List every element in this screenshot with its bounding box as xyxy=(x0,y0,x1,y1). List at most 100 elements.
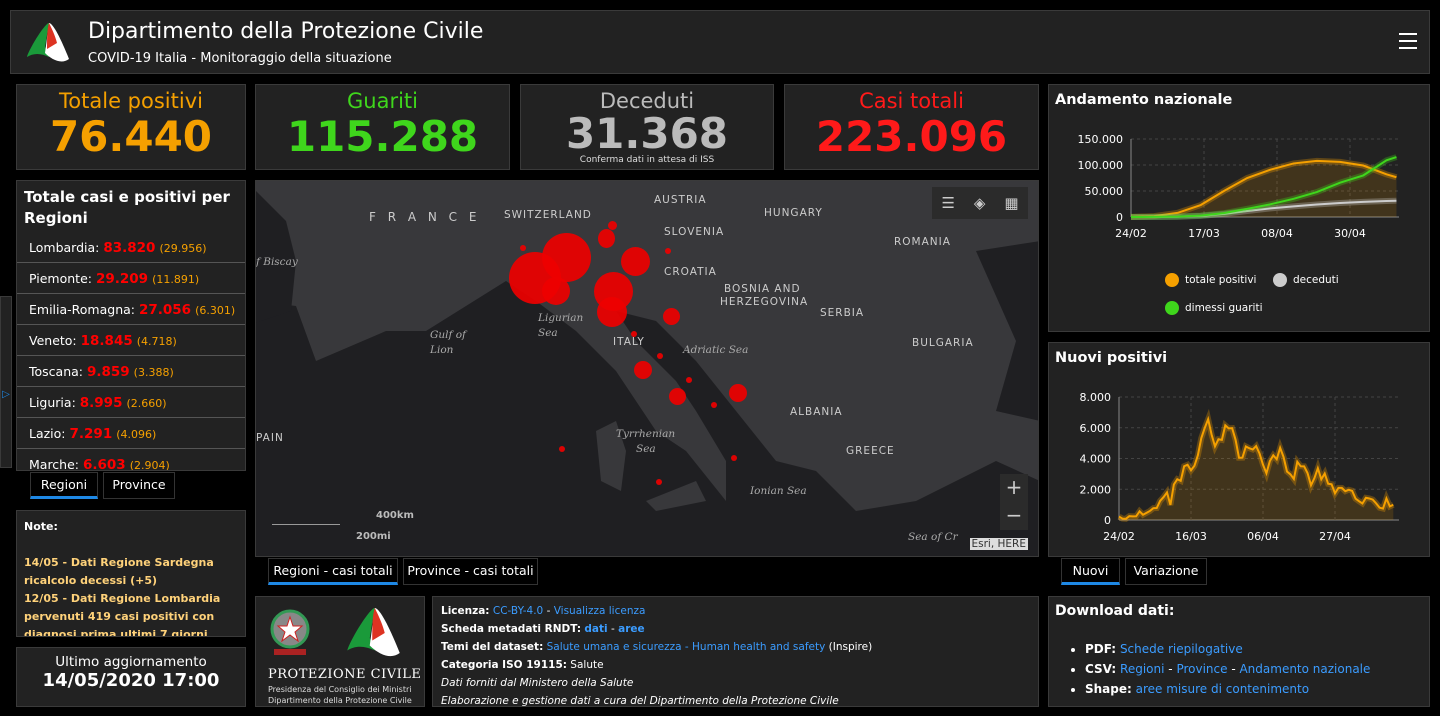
shape-link[interactable]: aree misure di contenimento xyxy=(1135,682,1310,696)
legend-item[interactable]: dimessi guariti xyxy=(1165,301,1263,315)
basemap-gallery-icon[interactable]: ▦ xyxy=(1004,194,1019,212)
iso-value: Salute xyxy=(566,659,604,671)
region-marker-calabria[interactable] xyxy=(731,455,737,461)
region-name: Toscana: xyxy=(29,364,83,379)
csv-province-link[interactable]: Province xyxy=(1176,662,1228,676)
rndt-label: Scheda metadati RNDT: xyxy=(441,623,582,635)
note-item: 14/05 - Dati Regione Sardegna ricalcolo … xyxy=(24,556,214,587)
region-total: 29.209 xyxy=(95,271,149,287)
rndt-dati-link[interactable]: dati xyxy=(584,623,608,635)
region-marker-liguria[interactable] xyxy=(542,277,570,305)
region-marker-friuli[interactable] xyxy=(665,248,671,254)
region-positive: (2.904) xyxy=(129,459,170,471)
region-marker-sicilia[interactable] xyxy=(656,479,662,485)
region-marker-veneto[interactable] xyxy=(621,247,650,276)
scale-km: 400km xyxy=(376,510,414,521)
sea-label-crete: Sea of Cr xyxy=(908,531,958,543)
map-label-albania: ALBANIA xyxy=(790,406,843,418)
map-label-bulgaria: BULGARIA xyxy=(912,337,974,349)
region-marker-lazio[interactable] xyxy=(634,361,652,379)
csv-andamento-link[interactable]: Andamento nazionale xyxy=(1239,662,1371,676)
region-marker-trento[interactable] xyxy=(598,229,615,248)
zoom-in-button[interactable]: + xyxy=(1000,474,1028,502)
last-update: Ultimo aggiornamento 14/05/2020 17:00 xyxy=(16,647,246,707)
x-tick-label: 24/02 xyxy=(1115,227,1147,240)
region-list-item[interactable]: Toscana: 9.859 (3.388) xyxy=(17,356,245,387)
pdf-link[interactable]: Schede riepilogative xyxy=(1119,642,1243,656)
kpi-value: 76.440 xyxy=(49,112,213,161)
legend-swatch xyxy=(1165,301,1179,315)
region-marker-valle-aosta[interactable] xyxy=(520,245,526,251)
region-marker-puglia[interactable] xyxy=(729,384,747,402)
protezione-civile-logo: PROTEZIONE CIVILE Presidenza del Consigl… xyxy=(255,596,425,707)
region-marker-umbria[interactable] xyxy=(631,331,637,337)
header: Dipartimento della Protezione Civile COV… xyxy=(10,10,1430,74)
kpi-label: Casi totali xyxy=(859,89,964,113)
region-list[interactable]: Totale casi e positivi per Regioni Lomba… xyxy=(16,180,246,471)
region-marker-campania[interactable] xyxy=(669,388,686,405)
region-marker-marche[interactable] xyxy=(663,308,680,325)
download-shape: Shape: aree misure di contenimento xyxy=(1085,679,1423,699)
zoom-out-button[interactable]: − xyxy=(1000,502,1028,530)
tab-regioni[interactable]: Regioni xyxy=(30,472,98,499)
region-positive: (11.891) xyxy=(152,273,200,286)
layers-icon[interactable]: ◈ xyxy=(973,194,986,212)
region-list-item[interactable]: Marche: 6.603 (2.904) xyxy=(17,449,245,471)
region-marker-lombardia[interactable] xyxy=(542,233,591,282)
region-name: Liguria: xyxy=(29,395,76,410)
protezione-civile-mark-icon xyxy=(347,608,400,657)
themes-link[interactable]: Salute umana e sicurezza - Human health … xyxy=(546,641,826,653)
download-panel: Download dati: PDF: Schede riepilogative… xyxy=(1048,596,1430,707)
last-update-label: Ultimo aggiornamento xyxy=(55,654,207,670)
chart-title: Nuovi positivi xyxy=(1055,350,1168,366)
region-total: 7.291 xyxy=(69,426,113,442)
kpi-note: Conferma dati in attesa di ISS xyxy=(579,155,715,165)
region-marker-toscana[interactable] xyxy=(597,297,627,327)
map-label-spain: PAIN xyxy=(256,432,284,444)
view-license-link[interactable]: Visualizza licenza xyxy=(553,605,646,617)
legend-item[interactable]: deceduti xyxy=(1273,273,1339,287)
region-marker-abruzzo[interactable] xyxy=(657,353,663,359)
region-positive: (4.096) xyxy=(116,428,157,441)
tab-variazione[interactable]: Variazione xyxy=(1125,558,1207,585)
region-name: Emilia-Romagna: xyxy=(29,302,135,317)
hamburger-menu-icon[interactable] xyxy=(1399,33,1417,49)
map-label-romania: ROMANIA xyxy=(894,236,951,248)
legend-swatch xyxy=(1165,273,1179,287)
map-attribution[interactable]: Esri, HERE xyxy=(969,538,1028,550)
tab-province-casi-totali[interactable]: Province - casi totali xyxy=(403,558,538,585)
x-tick-label: 08/04 xyxy=(1261,227,1293,240)
region-marker-sardegna[interactable] xyxy=(559,446,565,452)
region-list-item[interactable]: Liguria: 8.995 (2.660) xyxy=(17,387,245,418)
region-marker-bolzano[interactable] xyxy=(608,221,617,230)
series-line-totale-positivi xyxy=(1130,159,1397,218)
note-item: 12/05 - Dati Regione Lombardia pervenuti… xyxy=(24,592,221,637)
y-tick-label: 150.000 xyxy=(1078,133,1124,146)
legend-list-icon[interactable]: ☰ xyxy=(941,194,955,212)
sea-label-lion-2: Lion xyxy=(430,344,454,356)
rndt-aree-link[interactable]: aree xyxy=(618,623,645,635)
tab-regioni-casi-totali[interactable]: Regioni - casi totali xyxy=(268,558,398,585)
series-area xyxy=(1119,419,1394,520)
side-panel-toggle[interactable]: ▷ xyxy=(0,296,12,468)
map-label-france: F R A N C E xyxy=(369,210,481,224)
region-list-item[interactable]: Lazio: 7.291 (4.096) xyxy=(17,418,245,449)
map[interactable]: F R A N C E SWITZERLAND AUSTRIA SLOVENIA… xyxy=(255,180,1039,557)
region-list-item[interactable]: Piemonte: 29.209 (11.891) xyxy=(17,263,245,294)
region-list-item[interactable]: Lombardia: 83.820 (29.956) xyxy=(17,232,245,263)
csv-regioni-link[interactable]: Regioni xyxy=(1120,662,1165,676)
protezione-civile-logo-icon xyxy=(27,23,69,62)
chevron-right-icon[interactable]: ▷ xyxy=(2,389,10,400)
legend-item[interactable]: totale positivi xyxy=(1165,273,1256,287)
x-tick-label: 17/03 xyxy=(1188,227,1220,240)
tab-province[interactable]: Province xyxy=(103,472,175,499)
app-subtitle: COVID-19 Italia - Monitoraggio della sit… xyxy=(88,51,392,66)
andamento-nazionale-chart: Andamento nazionale 0 50.000 100.000 150.00… xyxy=(1048,84,1430,332)
region-list-item[interactable]: Veneto: 18.845 (4.718) xyxy=(17,325,245,356)
license-link[interactable]: CC-BY-4.0 xyxy=(492,605,544,617)
region-marker-basilicata[interactable] xyxy=(711,402,717,408)
sea-label-lion: Gulf of xyxy=(430,329,466,341)
region-marker-molise[interactable] xyxy=(686,377,692,383)
tab-nuovi[interactable]: Nuovi xyxy=(1061,558,1120,585)
region-list-item[interactable]: Emilia-Romagna: 27.056 (6.301) xyxy=(17,294,245,325)
